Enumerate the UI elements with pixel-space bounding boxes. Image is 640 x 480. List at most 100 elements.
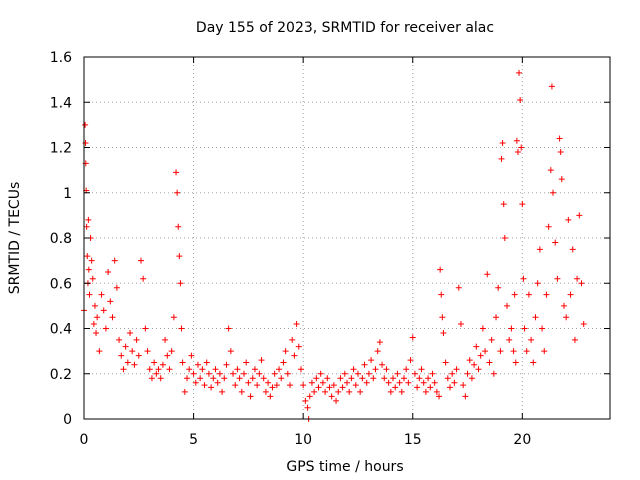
data-point: [295, 343, 302, 350]
data-point: [302, 397, 309, 404]
data-point: [238, 388, 245, 395]
data-point: [199, 366, 206, 373]
data-point: [453, 366, 460, 373]
data-point: [516, 69, 523, 76]
data-point: [267, 393, 274, 400]
data-point: [137, 257, 144, 264]
data-point: [550, 189, 557, 196]
data-point: [276, 366, 283, 373]
data-point: [444, 375, 451, 382]
data-point: [223, 361, 230, 368]
data-point: [85, 266, 92, 273]
data-point: [438, 291, 445, 298]
data-point: [436, 393, 443, 400]
data-point: [328, 393, 335, 400]
data-point: [216, 370, 223, 377]
data-point: [392, 384, 399, 391]
data-point: [190, 370, 197, 377]
data-point: [556, 135, 563, 142]
data-point: [330, 382, 337, 389]
data-point: [518, 144, 525, 151]
data-point: [240, 370, 247, 377]
data-point: [344, 379, 350, 386]
data-point: [439, 314, 446, 321]
data-point: [201, 382, 208, 389]
y-tick-label: 0.8: [50, 231, 72, 247]
y-tick-label: 1: [63, 186, 72, 202]
data-point: [174, 189, 181, 196]
data-point: [383, 366, 390, 373]
data-point: [523, 348, 530, 355]
data-point: [512, 359, 519, 366]
data-point: [346, 388, 353, 395]
data-point: [379, 361, 386, 368]
data-point: [94, 314, 101, 321]
data-point: [464, 370, 471, 377]
data-point: [431, 379, 438, 386]
data-point: [451, 379, 458, 386]
data-point: [98, 291, 105, 298]
data-point: [471, 361, 478, 368]
data-point: [175, 223, 182, 230]
data-point: [348, 375, 355, 382]
data-point: [339, 384, 346, 391]
data-point: [308, 379, 315, 386]
data-point: [194, 361, 201, 368]
data-point: [455, 284, 462, 291]
data-point: [278, 375, 285, 382]
data-point: [514, 149, 521, 156]
data-point: [457, 320, 464, 327]
data-point: [479, 325, 486, 332]
x-axis-title: GPS time / hours: [286, 459, 403, 475]
data-point: [519, 201, 526, 208]
data-point: [414, 384, 421, 391]
data-point: [495, 284, 502, 291]
y-tick-label: 1.4: [50, 95, 72, 111]
data-point: [84, 253, 91, 260]
data-point: [260, 375, 267, 382]
data-point: [227, 348, 234, 355]
data-point: [501, 235, 508, 241]
data-point: [254, 382, 261, 389]
data-point: [473, 343, 480, 350]
data-point: [536, 246, 543, 253]
data-point: [258, 357, 265, 364]
data-point: [418, 366, 425, 373]
data-point: [548, 83, 555, 90]
data-point: [234, 366, 241, 373]
data-point: [460, 382, 467, 389]
data-point: [352, 382, 359, 389]
data-point: [151, 359, 158, 366]
data-point: [427, 384, 434, 391]
data-point: [359, 375, 366, 382]
data-point: [322, 388, 329, 395]
data-point: [326, 384, 333, 391]
y-tick-label: 1.2: [50, 141, 72, 157]
y-tick-labels: 0 0.2 0.4 0.6 0.8 1 1.2 1.4 1.6: [50, 50, 72, 428]
data-point: [363, 379, 370, 386]
data-point: [205, 370, 212, 377]
data-point: [212, 366, 219, 373]
data-point: [475, 366, 482, 373]
data-point: [170, 314, 177, 321]
data-point: [251, 366, 258, 373]
data-point: [178, 325, 185, 332]
data-point: [560, 302, 567, 309]
data-point: [153, 370, 160, 377]
data-point: [511, 291, 518, 298]
grid-lines: [84, 57, 610, 419]
data-point: [368, 357, 375, 364]
data-point: [506, 336, 513, 343]
data-point: [554, 275, 561, 282]
axis-ticks: [83, 56, 610, 420]
y-axis-title: SRMTID / TECUs: [7, 182, 23, 295]
data-point: [118, 352, 125, 359]
data-point: [337, 375, 344, 382]
y-tick-label: 0.6: [50, 276, 72, 292]
data-point: [534, 280, 541, 287]
data-point: [148, 375, 155, 382]
data-point: [262, 388, 269, 395]
data-point: [376, 339, 383, 346]
data-point: [93, 330, 100, 337]
data-point: [287, 382, 294, 389]
